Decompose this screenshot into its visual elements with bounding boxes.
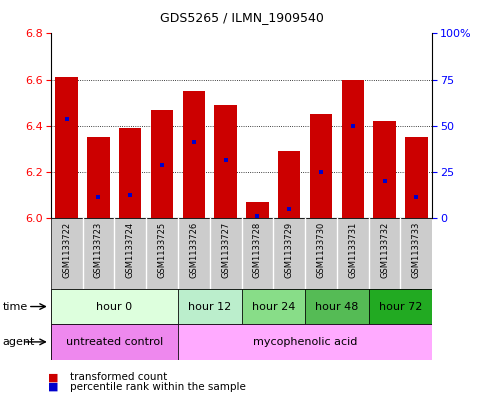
Bar — [278, 151, 300, 218]
Bar — [242, 289, 305, 324]
Bar — [369, 289, 432, 324]
Text: ■: ■ — [48, 382, 59, 392]
Text: hour 48: hour 48 — [315, 301, 358, 312]
Text: ■: ■ — [48, 372, 59, 382]
Bar — [405, 137, 427, 218]
Text: transformed count: transformed count — [70, 372, 167, 382]
Text: hour 0: hour 0 — [96, 301, 132, 312]
Text: GSM1133726: GSM1133726 — [189, 222, 199, 278]
Text: time: time — [2, 301, 28, 312]
Text: GSM1133731: GSM1133731 — [348, 222, 357, 278]
Bar — [214, 105, 237, 218]
Text: untreated control: untreated control — [66, 337, 163, 347]
Text: percentile rank within the sample: percentile rank within the sample — [70, 382, 246, 392]
Text: GDS5265 / ILMN_1909540: GDS5265 / ILMN_1909540 — [159, 11, 324, 24]
Bar — [373, 121, 396, 218]
Text: GSM1133724: GSM1133724 — [126, 222, 135, 278]
Bar — [119, 128, 142, 218]
Bar — [87, 137, 110, 218]
Text: hour 24: hour 24 — [252, 301, 295, 312]
Bar — [305, 289, 369, 324]
Bar — [51, 289, 178, 324]
Bar — [246, 202, 269, 218]
Text: agent: agent — [2, 337, 35, 347]
Text: GSM1133728: GSM1133728 — [253, 222, 262, 278]
Text: mycophenolic acid: mycophenolic acid — [253, 337, 357, 347]
Bar — [151, 110, 173, 218]
Bar — [183, 91, 205, 218]
Text: hour 12: hour 12 — [188, 301, 231, 312]
Text: GSM1133722: GSM1133722 — [62, 222, 71, 278]
Text: GSM1133733: GSM1133733 — [412, 222, 421, 278]
Bar — [178, 289, 242, 324]
Bar — [51, 324, 178, 360]
Text: GSM1133730: GSM1133730 — [316, 222, 326, 278]
Text: GSM1133723: GSM1133723 — [94, 222, 103, 278]
Bar — [310, 114, 332, 218]
Text: GSM1133725: GSM1133725 — [157, 222, 167, 278]
Text: GSM1133729: GSM1133729 — [284, 222, 294, 278]
Bar — [178, 324, 432, 360]
Bar — [341, 79, 364, 218]
Text: GSM1133727: GSM1133727 — [221, 222, 230, 278]
Text: GSM1133732: GSM1133732 — [380, 222, 389, 278]
Bar — [56, 77, 78, 218]
Text: hour 72: hour 72 — [379, 301, 422, 312]
